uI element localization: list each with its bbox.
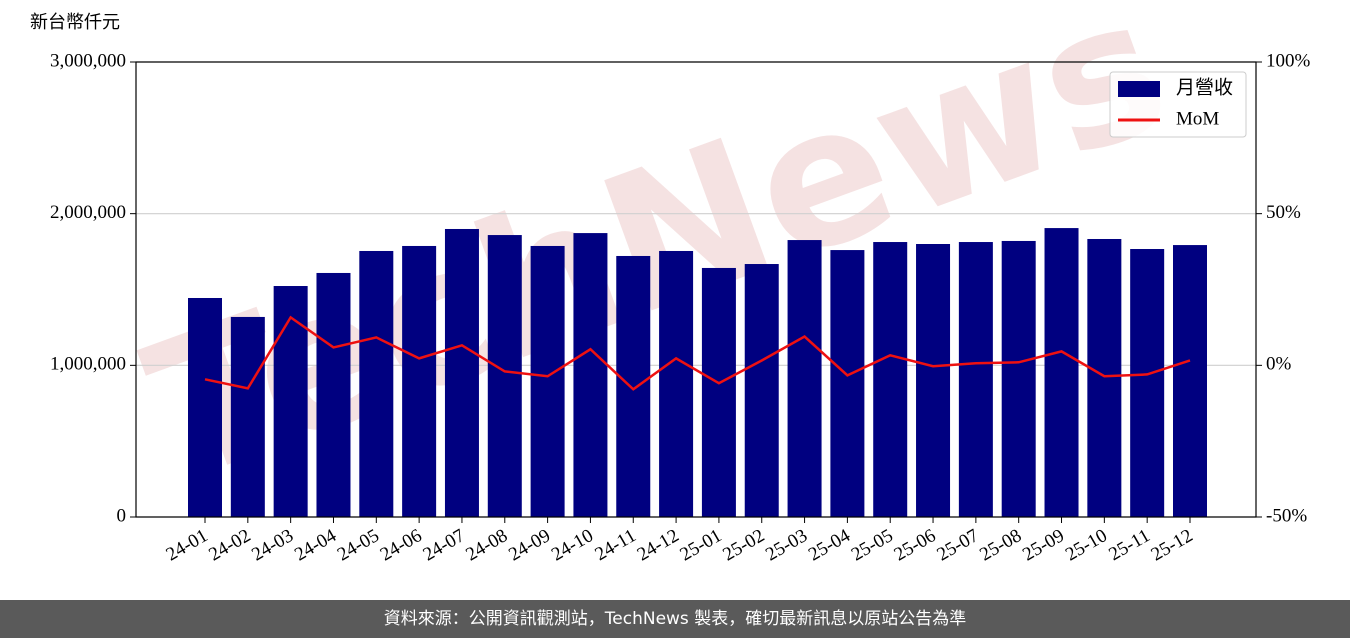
- y-tick-label: 2,000,000: [50, 202, 126, 223]
- y2-tick-label: 50%: [1266, 202, 1301, 223]
- bar: [1130, 249, 1165, 517]
- bar: [1044, 228, 1079, 517]
- bar: [316, 272, 351, 517]
- x-tick-label: 25-09: [1019, 525, 1068, 565]
- bar: [873, 242, 908, 518]
- y2-tick-label: 0%: [1266, 354, 1292, 375]
- x-tick-label: 24-04: [291, 525, 340, 566]
- bar: [487, 235, 522, 517]
- x-tick-label: 24-02: [205, 525, 254, 565]
- bar: [359, 250, 394, 517]
- x-tick-label: 25-12: [1148, 525, 1197, 565]
- x-tick-label: 25-05: [848, 525, 897, 565]
- x-tick-label: 24-06: [377, 525, 426, 565]
- y-tick-label: 0: [117, 505, 127, 526]
- y2-tick-label: 100%: [1266, 50, 1311, 71]
- bar: [787, 240, 822, 517]
- bar: [659, 250, 694, 517]
- x-tick-label: 24-12: [634, 525, 683, 565]
- x-tick-label: 24-03: [248, 525, 297, 565]
- legend-label: MoM: [1176, 108, 1219, 129]
- x-tick-label: 25-08: [976, 525, 1025, 565]
- x-tick-label: 24-09: [505, 525, 554, 565]
- x-tick-label: 25-03: [762, 525, 811, 565]
- x-tick-label: 25-10: [1062, 525, 1111, 565]
- footer: 資料來源：公開資訊觀測站，TechNews 製表，確切最新訊息以原站公告為準: [0, 600, 1350, 638]
- bar: [744, 264, 779, 517]
- x-tick-label: 24-08: [462, 525, 511, 565]
- bar: [1001, 240, 1036, 517]
- x-tick-label: 25-06: [891, 525, 940, 565]
- plot-frame: [135, 61, 1257, 518]
- bar: [402, 245, 437, 517]
- legend-swatch: [1118, 81, 1160, 97]
- bar: [230, 316, 265, 517]
- x-tick-label: 24-07: [420, 525, 469, 565]
- bar: [444, 228, 479, 518]
- legend-label: 月營收: [1176, 76, 1233, 98]
- x-tick-label: 25-04: [805, 525, 854, 566]
- x-tick-label: 25-11: [1105, 525, 1153, 565]
- bar: [573, 233, 608, 517]
- bar: [273, 286, 308, 517]
- y-tick-label: 3,000,000: [50, 50, 126, 71]
- bar: [958, 242, 993, 518]
- bar: [701, 267, 736, 517]
- mom-line: [204, 315, 1191, 391]
- x-tick-label: 25-07: [933, 525, 982, 565]
- x-tick-label: 24-11: [591, 525, 639, 565]
- y-tick-label: 1,000,000: [50, 354, 126, 375]
- bar: [530, 245, 565, 517]
- x-tick-label: 24-05: [334, 525, 383, 565]
- x-tick-label: 25-02: [719, 525, 768, 565]
- y-axis-label: 新台幣仟元: [30, 12, 120, 33]
- x-tick-label: 24-10: [548, 525, 597, 565]
- bar: [1173, 245, 1207, 518]
- bar: [830, 250, 865, 518]
- x-tick-label: 25-01: [677, 525, 726, 565]
- bar: [1087, 238, 1122, 517]
- chart: 新台幣仟元 TechNews01,000,0002,000,0003,000,0…: [30, 0, 1311, 566]
- bar: [616, 255, 651, 517]
- x-tick-label: 24-01: [163, 525, 212, 565]
- bar: [188, 297, 222, 517]
- y2-tick-label: -50%: [1266, 505, 1307, 526]
- bar: [916, 244, 951, 517]
